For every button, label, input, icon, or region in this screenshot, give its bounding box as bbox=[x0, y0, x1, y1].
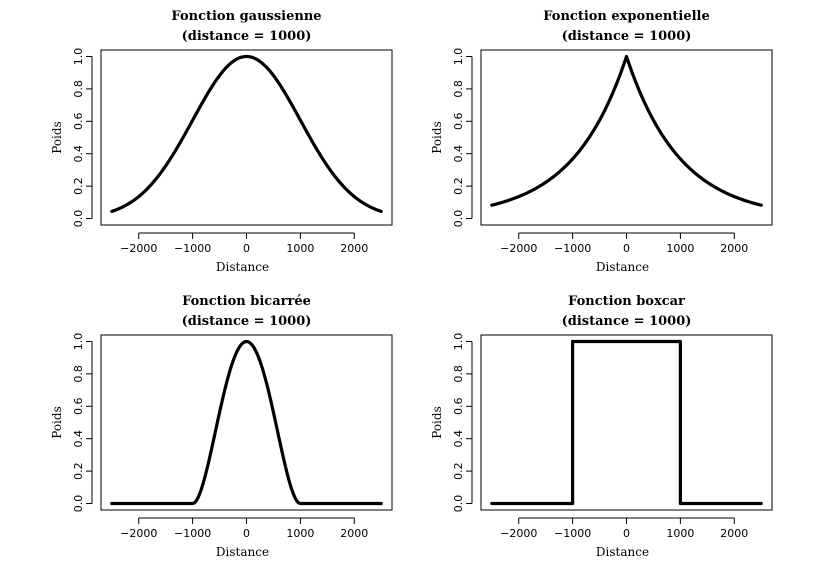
x-tick-label: 0 bbox=[243, 242, 250, 255]
chart-title: Fonction gaussienne bbox=[171, 9, 321, 24]
x-axis-label: Distance bbox=[216, 545, 269, 559]
plot-frame bbox=[480, 49, 773, 226]
x-tick-label: −1000 bbox=[174, 527, 211, 540]
x-tick-label: 1000 bbox=[666, 242, 694, 255]
y-tick-label: 0.4 bbox=[452, 430, 465, 448]
series-line bbox=[110, 339, 383, 506]
y-axis-label: Poids bbox=[50, 121, 64, 154]
chart-subtitle: (distance = 1000) bbox=[562, 29, 692, 44]
chart-gaussian: Fonction gaussienne (distance = 1000) −200… bbox=[50, 9, 393, 274]
y-tick-label: 0.6 bbox=[72, 398, 85, 416]
y-tick-label: 0.2 bbox=[452, 177, 465, 195]
y-tick-label: 0.6 bbox=[452, 113, 465, 131]
y-tick-label: 0.2 bbox=[72, 462, 85, 480]
y-tick-label: 0.8 bbox=[452, 365, 465, 383]
x-tick-label: −2000 bbox=[120, 242, 157, 255]
x-tick-label: −2000 bbox=[120, 527, 157, 540]
y-tick-label: 1.0 bbox=[452, 48, 465, 65]
y-tick-label: 0.0 bbox=[452, 210, 465, 228]
y-tick-label: 0.8 bbox=[72, 365, 85, 383]
x-tick-label: 0 bbox=[623, 527, 630, 540]
chart-title: Fonction bicarrée bbox=[182, 294, 311, 309]
chart-subtitle: (distance = 1000) bbox=[182, 29, 312, 44]
x-tick-label: 2000 bbox=[720, 527, 748, 540]
chart-title: Fonction boxcar bbox=[568, 294, 685, 309]
y-tick-label: 0.6 bbox=[72, 113, 85, 131]
y-tick-label: 0.6 bbox=[452, 398, 465, 416]
x-tick-label: −1000 bbox=[554, 242, 591, 255]
plot-frame bbox=[100, 334, 393, 511]
plot-frame bbox=[480, 334, 773, 511]
chart-bisquare: Fonction bicarrée (distance = 1000) −2000 −… bbox=[50, 294, 393, 559]
x-tick-label: −1000 bbox=[174, 242, 211, 255]
y-tick-label: 0.8 bbox=[72, 80, 85, 98]
series-line bbox=[490, 339, 763, 506]
y-tick-label: 0.0 bbox=[72, 495, 85, 513]
y-axis-label: Poids bbox=[430, 121, 444, 154]
x-tick-label: 0 bbox=[623, 242, 630, 255]
x-tick-label: −2000 bbox=[500, 242, 537, 255]
x-axis-label: Distance bbox=[596, 260, 649, 274]
y-tick-label: 0.4 bbox=[72, 145, 85, 163]
y-axis-label: Poids bbox=[50, 406, 64, 439]
y-tick-label: 1.0 bbox=[72, 48, 85, 65]
y-tick-label: 1.0 bbox=[72, 333, 85, 351]
y-tick-label: 0.0 bbox=[72, 210, 85, 228]
x-axis-label: Distance bbox=[596, 545, 649, 559]
chart-panel-bisquare: Fonction bicarrée (distance = 1000) −2000 −… bbox=[0, 285, 411, 576]
x-tick-label: 2000 bbox=[340, 527, 368, 540]
y-tick-label: 0.0 bbox=[452, 495, 465, 513]
x-tick-label: 2000 bbox=[720, 242, 748, 255]
x-tick-label: 1000 bbox=[286, 527, 314, 540]
y-axis-label: Poids bbox=[430, 406, 444, 439]
chart-subtitle: (distance = 1000) bbox=[562, 314, 692, 329]
y-tick-label: 0.2 bbox=[72, 177, 85, 195]
x-tick-label: 1000 bbox=[286, 242, 314, 255]
x-tick-label: −2000 bbox=[500, 527, 537, 540]
chart-panel-gaussian: Fonction gaussienne (distance = 1000) −200… bbox=[0, 0, 411, 291]
x-tick-label: −1000 bbox=[554, 527, 591, 540]
chart-title: Fonction exponentielle bbox=[543, 9, 709, 24]
y-tick-label: 0.8 bbox=[452, 80, 465, 98]
y-tick-label: 0.2 bbox=[452, 462, 465, 480]
chart-subtitle: (distance = 1000) bbox=[182, 314, 312, 329]
chart-boxcar: Fonction boxcar (distance = 1000) −2000 −10… bbox=[430, 294, 773, 559]
plot-frame bbox=[100, 49, 393, 226]
series-line bbox=[490, 54, 763, 207]
y-tick-label: 0.4 bbox=[72, 430, 85, 448]
chart-panel-boxcar: Fonction boxcar (distance = 1000) −2000 −10… bbox=[380, 285, 791, 576]
x-tick-label: 1000 bbox=[666, 527, 694, 540]
chart-panel-exponential: Fonction exponentielle (distance = 1000) −… bbox=[380, 0, 791, 291]
x-tick-label: 0 bbox=[243, 527, 250, 540]
x-tick-label: 2000 bbox=[340, 242, 368, 255]
series-line bbox=[110, 54, 383, 213]
x-axis-label: Distance bbox=[216, 260, 269, 274]
y-tick-label: 1.0 bbox=[452, 333, 465, 351]
y-tick-label: 0.4 bbox=[452, 145, 465, 163]
chart-exponential: Fonction exponentielle (distance = 1000) −… bbox=[430, 9, 773, 274]
